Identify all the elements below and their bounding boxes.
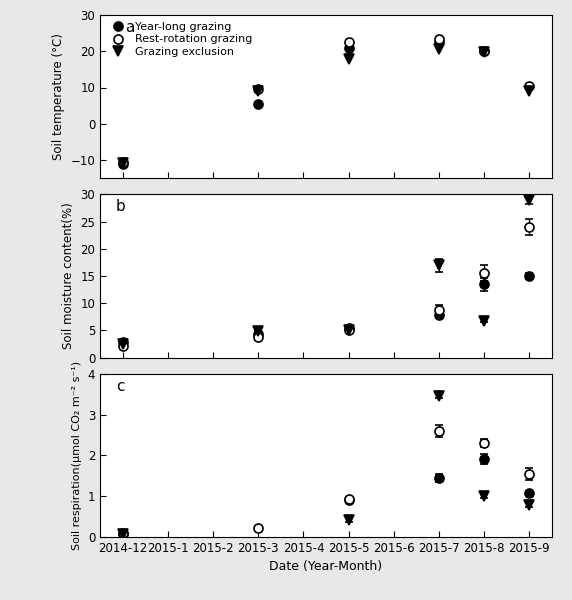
Text: a: a [125,20,134,35]
Y-axis label: Soil respiration(μmol CO₂ m⁻² s⁻¹): Soil respiration(μmol CO₂ m⁻² s⁻¹) [72,361,82,550]
Legend: Year-long grazing, Rest-rotation grazing, Grazing exclusion: Year-long grazing, Rest-rotation grazing… [104,19,255,61]
Y-axis label: Soil temperature (°C): Soil temperature (°C) [52,33,65,160]
Text: b: b [116,199,126,214]
X-axis label: Date (Year-Month): Date (Year-Month) [269,560,383,574]
Y-axis label: Soil moisture content(%): Soil moisture content(%) [62,203,75,349]
Text: c: c [116,379,125,394]
